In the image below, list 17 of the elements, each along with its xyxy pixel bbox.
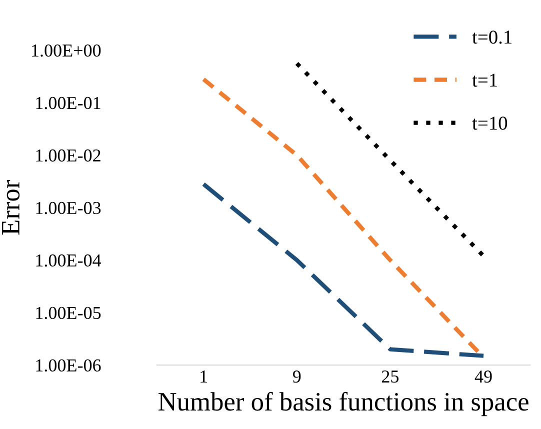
x-tick-label: 9 <box>292 370 301 383</box>
x-tick-label: 25 <box>382 370 399 383</box>
legend-label: t=0.1 <box>472 30 512 44</box>
legend-label: t=10 <box>472 116 508 130</box>
y-axis-title: Error <box>2 180 20 235</box>
y-tick-label: 1.00E-03 <box>36 202 101 214</box>
y-tick-label: 1.00E-04 <box>36 254 102 267</box>
y-tick-label: 1.00E-01 <box>36 96 100 110</box>
x-tick-label: 1 <box>200 370 207 382</box>
y-tick-label: 1.00E-06 <box>36 359 101 372</box>
y-tick-label: 1.00E-02 <box>36 149 100 162</box>
x-tick-label: 49 <box>474 370 492 383</box>
line-series <box>201 182 486 358</box>
legend-label: t=1 <box>472 74 497 87</box>
y-tick-label: 1.00E+00 <box>32 44 101 57</box>
y-tick-label: 1.00E-05 <box>36 306 101 320</box>
x-axis-title: Number of basis functions in space <box>158 392 528 416</box>
